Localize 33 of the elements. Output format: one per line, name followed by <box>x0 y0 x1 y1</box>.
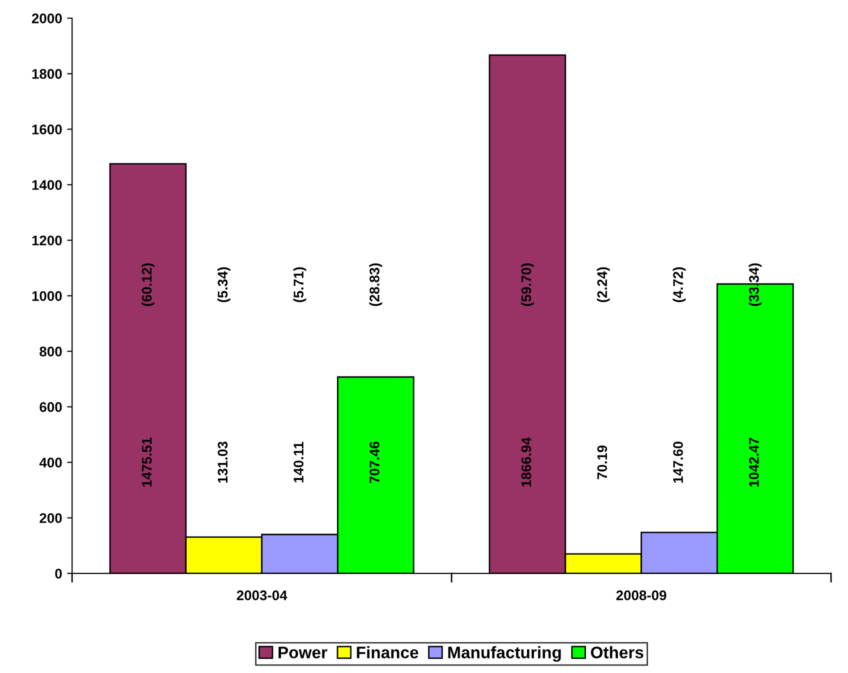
y-tick-label: 1200 <box>32 236 62 246</box>
annotation: (28.83) <box>369 263 382 306</box>
y-tick-label: 2000 <box>32 14 62 24</box>
annotation: (2.24) <box>596 267 610 302</box>
text: 147.60 <box>673 442 683 483</box>
text: 1475.51 <box>142 438 152 487</box>
text: 70.19 <box>597 445 608 480</box>
y-tick-label: 200 <box>40 513 62 524</box>
y-tick-label: 1800 <box>32 69 62 79</box>
y-tick-label: 1000 <box>32 291 62 301</box>
annotation: (33.34) <box>748 263 762 306</box>
annotation: (59.70) <box>520 263 534 306</box>
x-tick-label: 2008-09 <box>616 590 666 600</box>
annotation: (5.34) <box>217 267 230 302</box>
y-tick-label: 1400 <box>32 180 62 190</box>
legend-label: Manufacturing <box>448 646 561 662</box>
text: 140.11 <box>294 442 304 482</box>
y-tick-label: 600 <box>40 402 62 412</box>
annotation: (4.72) <box>672 267 686 302</box>
text: 131.03 <box>218 442 228 483</box>
y-tick-label: 400 <box>39 458 62 468</box>
legend-label: Others <box>590 646 644 658</box>
x-tick-label: 2003-04 <box>236 590 288 600</box>
annotation: (60.12) <box>142 263 154 306</box>
legend-label: Power <box>278 646 328 658</box>
text: 707.46 <box>370 442 380 483</box>
annotation: (5.71) <box>293 267 306 302</box>
y-tick-label: 0 <box>55 568 62 579</box>
y-tick-label: 800 <box>40 346 62 356</box>
legend-label: Finance <box>356 646 418 658</box>
text: 1866.94 <box>521 437 532 487</box>
y-tick-label: 1600 <box>32 124 62 134</box>
text: 1042.47 <box>749 438 759 487</box>
